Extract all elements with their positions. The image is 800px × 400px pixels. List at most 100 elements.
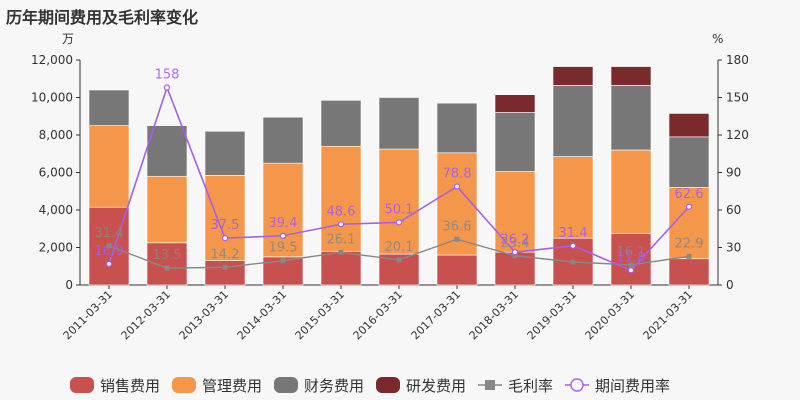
line-point <box>454 236 460 242</box>
x-tick-label: 2016-03-31 <box>351 288 405 342</box>
y-left-tick-label: 4,000 <box>39 203 73 217</box>
bar-segment <box>552 156 594 239</box>
line-point <box>221 235 229 242</box>
bar-segment <box>552 66 594 86</box>
y-right-tick-label: 0 <box>726 278 734 292</box>
bar-segment <box>494 112 536 172</box>
data-label: 158 <box>155 68 180 83</box>
x-tick-label: 2020-03-31 <box>583 288 637 342</box>
legend: 销售费用 管理费用 财务费用 研发费用 毛利率 期间费用率 <box>70 377 670 395</box>
data-label: 13.5 <box>153 248 182 263</box>
bar-segment <box>668 258 710 286</box>
lines-group <box>105 84 693 274</box>
bars-group <box>88 66 710 286</box>
data-label: 19.5 <box>269 241 298 256</box>
data-label: 31.4 <box>95 226 124 241</box>
y-right-tick-label: 60 <box>726 203 741 217</box>
bar-segment <box>204 130 246 176</box>
y-left-tick-label: 10,000 <box>31 91 73 105</box>
line-point <box>511 249 519 256</box>
bar-segment <box>436 152 478 256</box>
bar-segment <box>146 125 188 177</box>
x-tick-label: 2012-03-31 <box>119 288 173 342</box>
data-label: 37.5 <box>211 218 240 233</box>
data-label: 16.9 <box>95 244 124 259</box>
legend-swatch-marker <box>570 378 584 392</box>
data-label: 14.2 <box>211 247 240 262</box>
data-label: 20.1 <box>385 240 414 255</box>
data-label: 26.2 <box>501 232 530 247</box>
line-point <box>338 249 344 255</box>
legend-label: 期间费用率 <box>595 377 670 395</box>
line-point <box>164 265 170 271</box>
line-point <box>279 232 287 239</box>
bar-segment <box>146 175 188 244</box>
bar-segment <box>320 250 362 286</box>
y-right-unit: % <box>712 32 723 46</box>
data-label: 36.6 <box>443 219 472 234</box>
bar-segment <box>436 102 478 154</box>
data-label: 26.1 <box>327 232 356 247</box>
data-label: 16.1 <box>617 245 646 260</box>
data-label: 50.1 <box>385 202 414 217</box>
legend-label: 毛利率 <box>508 377 553 395</box>
line-point <box>453 183 461 190</box>
legend-swatch <box>376 377 400 393</box>
legend-label: 销售费用 <box>100 377 160 395</box>
bar-segment <box>88 89 130 126</box>
bar-segment <box>494 94 536 113</box>
line-point <box>395 219 403 226</box>
bar-segment <box>204 260 246 286</box>
line-point <box>163 84 171 91</box>
bar-segment <box>610 85 652 151</box>
bar-segment <box>494 171 536 253</box>
y-left-tick-label: 8,000 <box>39 128 73 142</box>
x-tick-label: 2015-03-31 <box>293 288 347 342</box>
x-tick-label: 2011-03-31 <box>61 288 115 342</box>
legend-label: 财务费用 <box>304 377 364 395</box>
bar-segment <box>610 233 652 286</box>
y-right-tick-label: 180 <box>726 53 749 67</box>
line-point <box>569 242 577 249</box>
data-label: 48.6 <box>327 204 356 219</box>
bar-segment <box>668 136 710 188</box>
bar-segment <box>436 254 478 286</box>
y-right-tick-label: 30 <box>726 241 741 255</box>
x-tick-label: 2013-03-31 <box>177 288 231 342</box>
data-label: 22.9 <box>675 236 704 251</box>
data-labels-group: 31.4 13.5 14.2 19.5 26.1 20.1 36.6 23.4 16.1 22.9… <box>95 68 704 266</box>
chart-title: 历年期间费用及毛利率变化 <box>6 8 199 27</box>
data-label: 62.6 <box>675 187 704 202</box>
y-left-tick-label: 0 <box>65 278 73 292</box>
bar-segment <box>552 85 594 157</box>
line-point <box>686 253 692 259</box>
bar-segment <box>146 242 188 286</box>
bar-segment <box>610 66 652 86</box>
y-left-tick-label: 12,000 <box>31 53 73 67</box>
line-point <box>396 257 402 263</box>
bar-segment <box>668 113 710 138</box>
x-tick-label: 2021-03-31 <box>641 288 695 342</box>
line-point <box>222 264 228 270</box>
data-label: 78.8 <box>443 167 472 182</box>
line-point <box>627 267 635 274</box>
bar-segment <box>88 125 130 208</box>
line-point <box>628 262 634 268</box>
x-tick-label: 2019-03-31 <box>525 288 579 342</box>
y-right-tick-label: 90 <box>726 166 741 180</box>
legend-swatch-marker <box>485 380 495 390</box>
x-tick-label: 2017-03-31 <box>409 288 463 342</box>
data-label: 39.4 <box>269 216 298 231</box>
bar-segment <box>262 116 304 164</box>
data-label: 23.4 <box>501 236 530 251</box>
x-tick-label: 2018-03-31 <box>467 288 521 342</box>
y-left-tick-label: 2,000 <box>39 241 73 255</box>
line-point <box>106 243 112 249</box>
y-right-tick-label: 120 <box>726 128 749 142</box>
legend-swatch <box>274 377 298 393</box>
legend-label: 研发费用 <box>406 377 466 395</box>
y-left-tick-label: 6,000 <box>39 166 73 180</box>
line-point <box>685 203 693 210</box>
y-right-tick-label: 150 <box>726 91 749 105</box>
y-left-unit: 万 <box>62 32 74 46</box>
